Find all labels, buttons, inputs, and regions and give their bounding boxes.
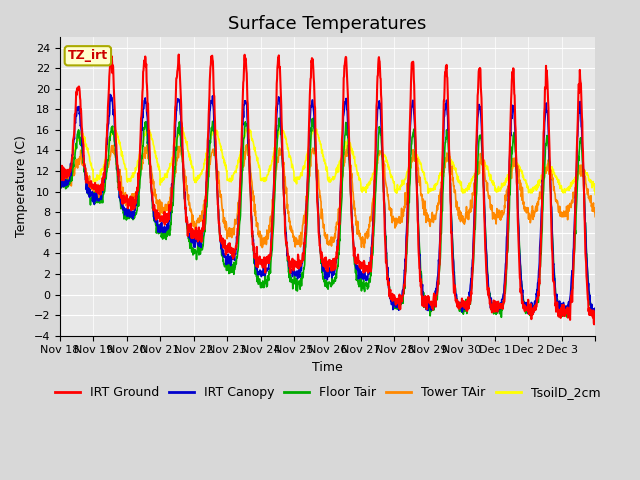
Title: Surface Temperatures: Surface Temperatures [228,15,427,33]
Text: TZ_irt: TZ_irt [68,49,108,62]
Legend: IRT Ground, IRT Canopy, Floor Tair, Tower TAir, TsoilD_2cm: IRT Ground, IRT Canopy, Floor Tair, Towe… [50,381,605,404]
X-axis label: Time: Time [312,361,343,374]
Y-axis label: Temperature (C): Temperature (C) [15,135,28,238]
